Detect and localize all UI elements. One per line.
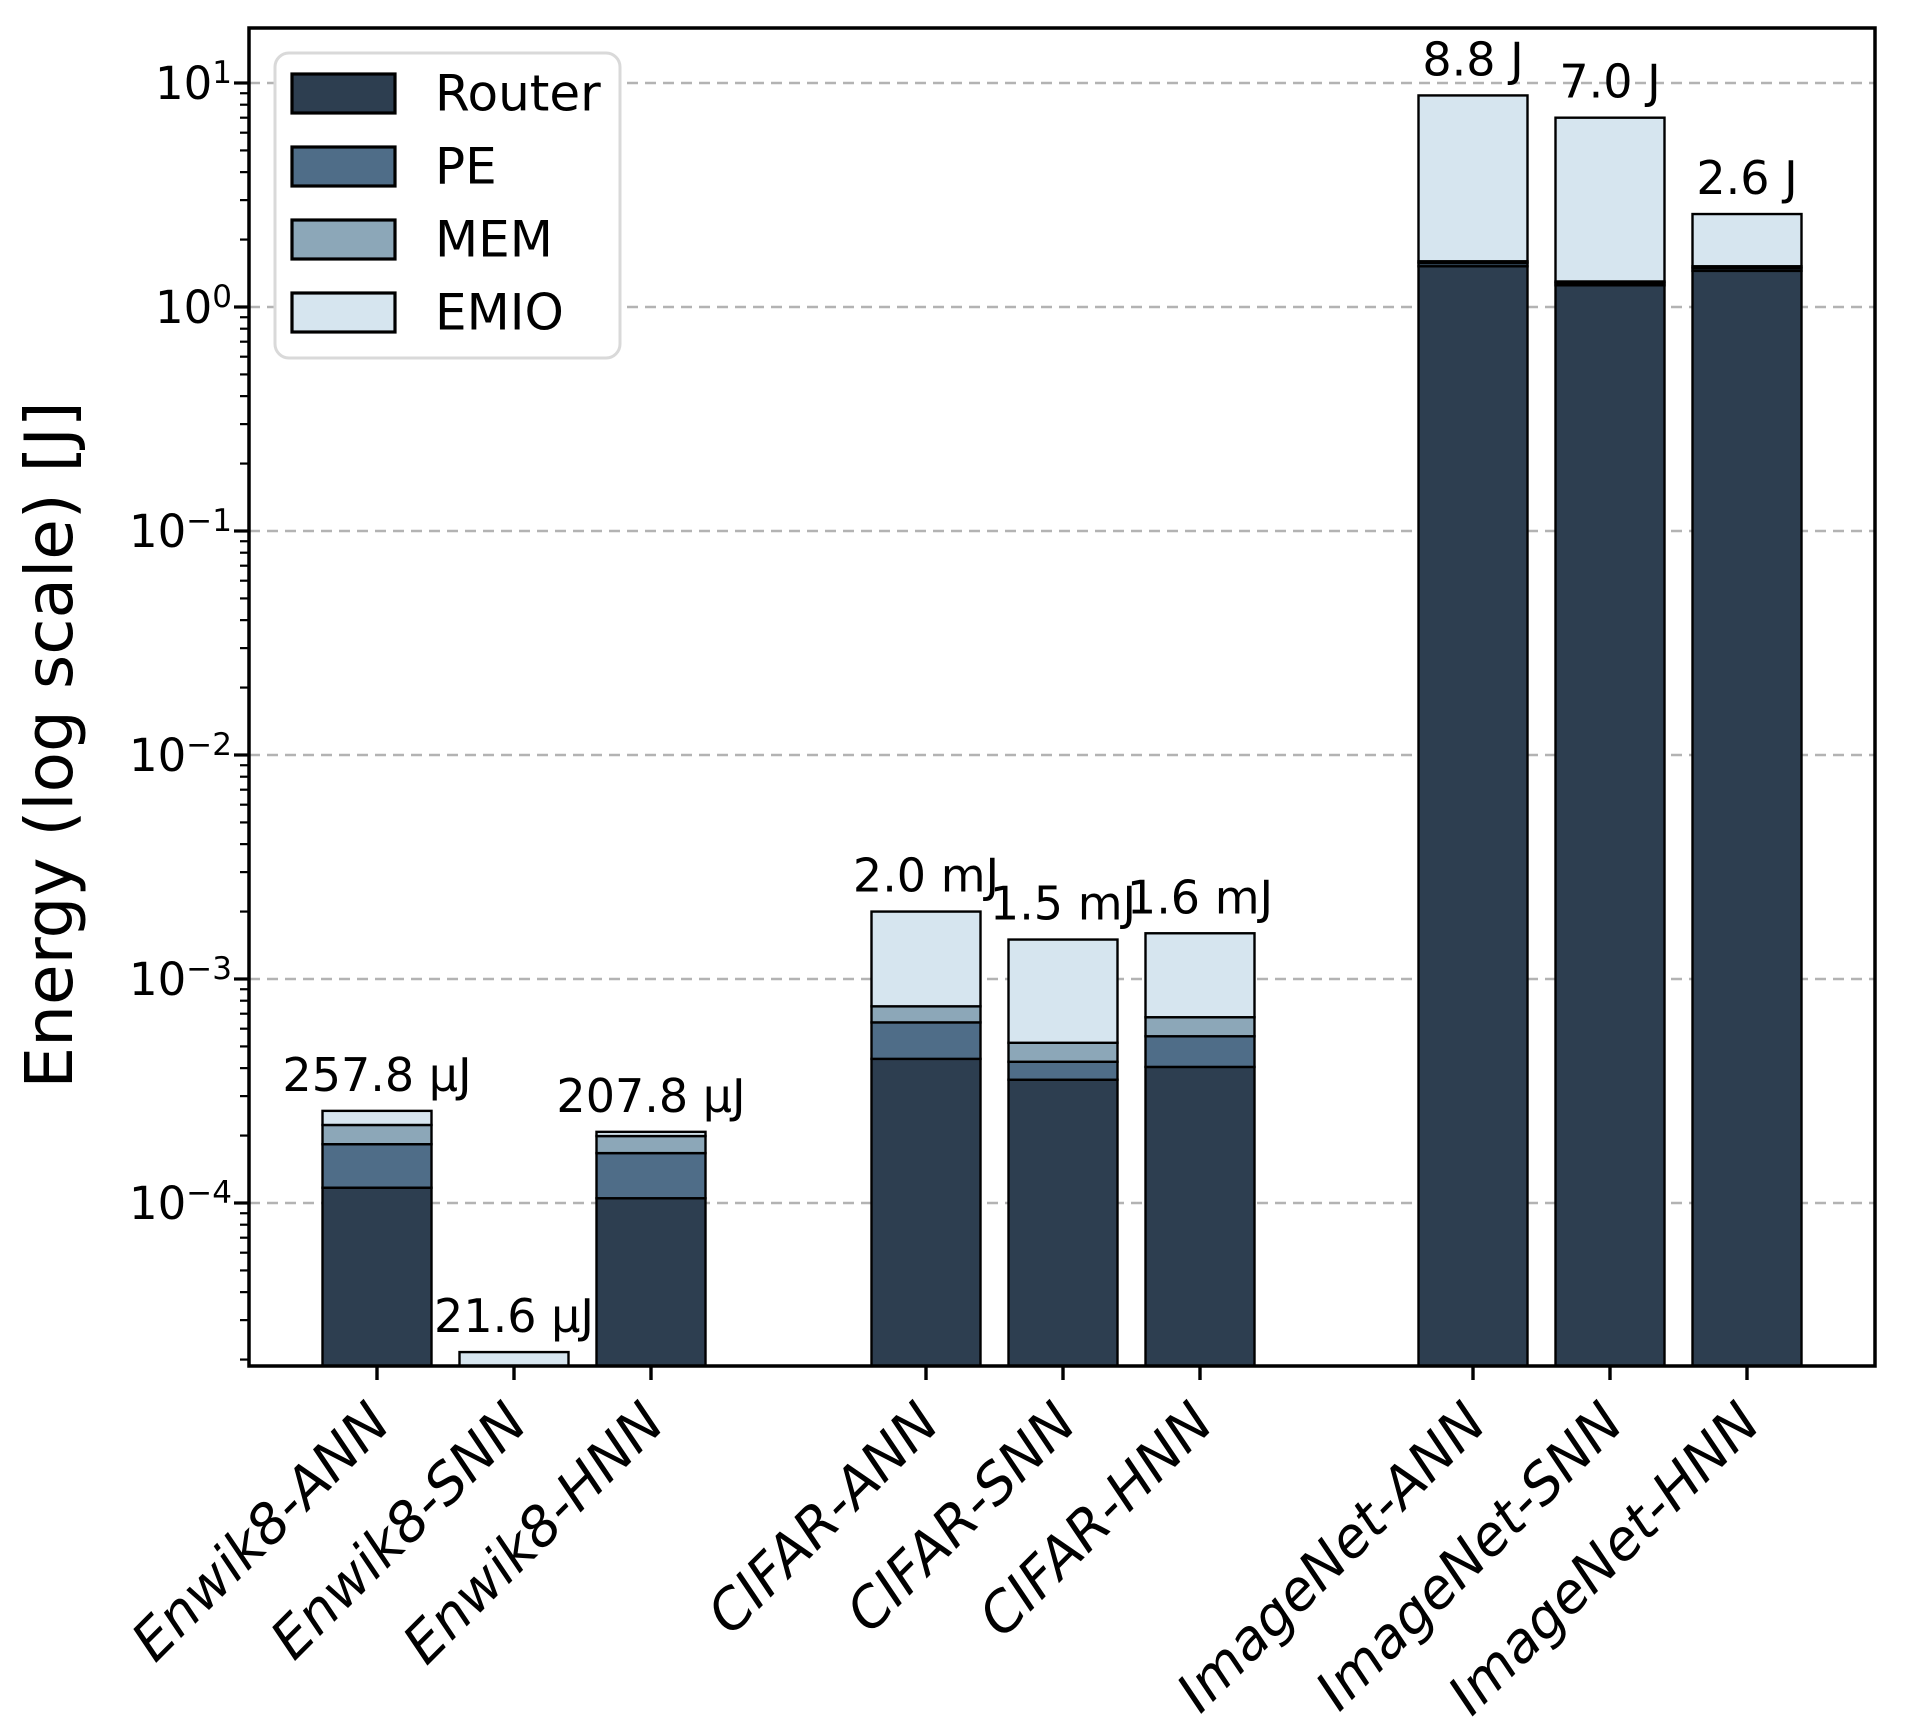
bar-segment-Router (1144, 1065, 1256, 1368)
legend-swatch-PE (290, 145, 397, 188)
bar-segment-MEM (870, 1005, 982, 1024)
plot-spines (247, 26, 1877, 1368)
legend: Router PE MEM EMIO (273, 51, 622, 360)
bar-segment-PE (1007, 1060, 1119, 1081)
bar-CIFAR-ANN (870, 910, 982, 1368)
y-tick-label: 10−1 (129, 503, 232, 558)
bar-segment-EMIO (1554, 116, 1666, 283)
y-tick-label: 101 (155, 55, 232, 110)
bar-total-label: 2.6 J (1696, 151, 1797, 205)
legend-item-EMIO: EMIO (290, 284, 564, 342)
bar-segment-PE (321, 1143, 433, 1189)
bar-CIFAR-HNN (1144, 932, 1256, 1368)
legend-box (273, 51, 622, 360)
bar-segment-Router (1691, 269, 1803, 1368)
legend-label-PE: PE (435, 138, 497, 196)
bar-total-label: 1.6 mJ (1127, 870, 1273, 924)
bar-segment-EMIO (1691, 212, 1803, 268)
bar-Enwik8-ANN (321, 1109, 433, 1368)
legend-item-Router: Router (290, 65, 601, 123)
bar-segment-EMIO (870, 910, 982, 1008)
bars (321, 94, 1803, 1368)
bar-segment-Router (1417, 265, 1529, 1368)
bar-segment-Router (870, 1057, 982, 1368)
bar-total-label: 8.8 J (1422, 32, 1523, 86)
bar-total-label: 21.6 μJ (434, 1289, 594, 1343)
bar-segment-MEM (1007, 1041, 1119, 1063)
bar-segment-PE (595, 1151, 707, 1200)
bar-CIFAR-SNN (1007, 938, 1119, 1368)
bar-segment-MEM (595, 1134, 707, 1155)
bar-segment-EMIO (595, 1130, 707, 1138)
legend-label-MEM: MEM (435, 211, 553, 269)
legend-label-Router: Router (435, 65, 601, 123)
bar-segment-EMIO (1417, 94, 1529, 263)
bar-total-label: 257.8 μJ (282, 1048, 471, 1102)
bar-segment-Router (321, 1186, 433, 1368)
bar-ImageNet-SNN (1554, 116, 1666, 1368)
bar-total-label: 2.0 mJ (853, 849, 999, 903)
bar-segment-EMIO (1007, 938, 1119, 1044)
y-tick-label: 10−3 (129, 951, 232, 1006)
legend-item-PE: PE (290, 138, 497, 196)
bar-segment-Router (1007, 1078, 1119, 1368)
legend-swatch-EMIO (290, 291, 397, 334)
y-axis-title: Energy (log scale) [J] (11, 401, 88, 1088)
legend-swatch-MEM (290, 218, 397, 261)
bar-segment-EMIO (458, 1350, 570, 1368)
axes (234, 26, 1877, 1380)
bar-segment-PE (1144, 1035, 1256, 1069)
bar-total-label: 1.5 mJ (990, 877, 1136, 931)
bar-segment-Router (595, 1197, 707, 1368)
bar-segment-PE (870, 1021, 982, 1061)
bar-ImageNet-ANN (1417, 94, 1529, 1368)
bar-segment-MEM (1144, 1016, 1256, 1038)
y-tick-label: 10−2 (129, 727, 232, 782)
legend-swatch-Router (290, 72, 397, 115)
bar-total-label: 207.8 μJ (556, 1069, 745, 1123)
bar-Enwik8-HNN (595, 1130, 707, 1368)
bar-segment-EMIO (1144, 932, 1256, 1019)
bar-segment-MEM (321, 1123, 433, 1146)
bar-Enwik8-SNN (458, 1350, 570, 1368)
y-tick-labels: 101 100 10−1 10−2 10−3 10−4 (129, 55, 232, 1230)
bar-segment-EMIO (321, 1109, 433, 1127)
y-tick-label: 100 (155, 279, 232, 334)
bar-total-labels: 257.8 μJ 21.6 μJ 207.8 μJ 2.0 mJ1.5 mJ1.6 m… (282, 32, 1797, 1343)
bar-ImageNet-HNN (1691, 212, 1803, 1368)
legend-item-MEM: MEM (290, 211, 553, 269)
bar-segment-Router (1554, 284, 1666, 1368)
legend-label-EMIO: EMIO (435, 284, 564, 342)
y-tick-label: 10−4 (129, 1175, 232, 1230)
bar-total-label: 7.0 J (1559, 55, 1660, 109)
